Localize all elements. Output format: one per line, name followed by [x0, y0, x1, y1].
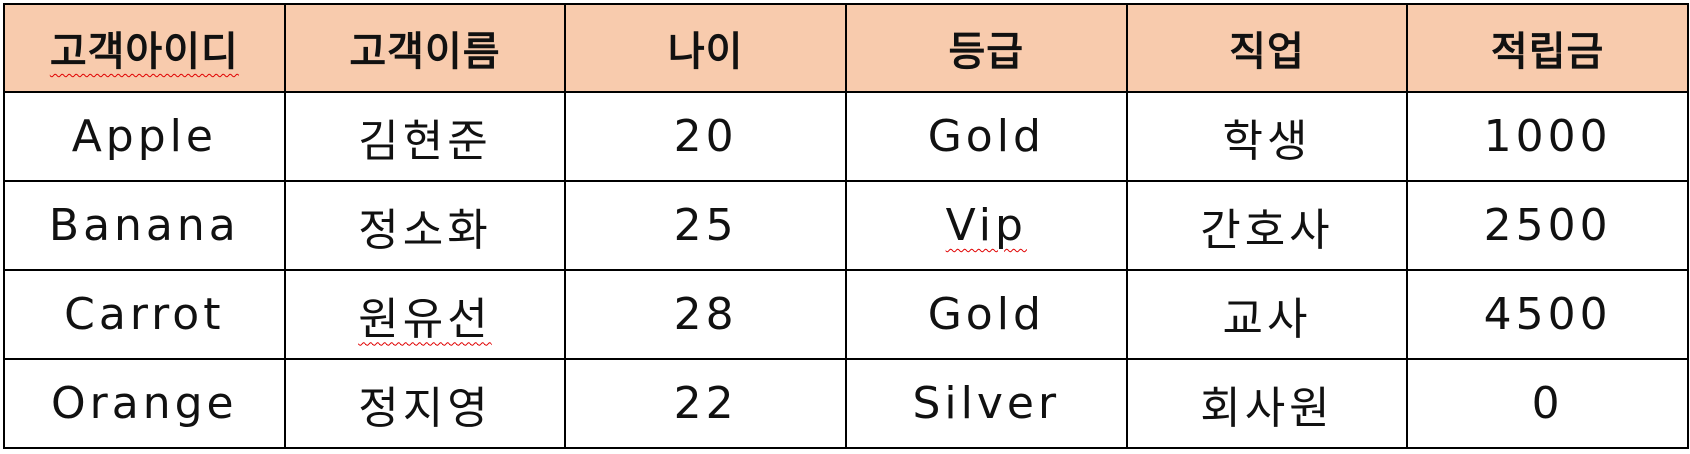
- table-cell[interactable]: Carrot: [3, 269, 286, 360]
- table-cell[interactable]: 20: [564, 91, 847, 182]
- table-cell[interactable]: 정소화: [283, 180, 567, 271]
- table-cell[interactable]: 교사: [1125, 269, 1409, 360]
- customer-table: 고객아이디 고객이름 나이 등급 직업 적립금 Apple 김현준 20 Gol…: [3, 3, 1689, 449]
- table-cell[interactable]: Gold: [844, 269, 1128, 360]
- header-label-grade: 등급: [948, 29, 1025, 75]
- header-label-points: 적립금: [1490, 29, 1605, 75]
- table-cell[interactable]: 정지영: [283, 358, 567, 449]
- table-cell[interactable]: Orange: [3, 358, 286, 449]
- customer-table-container: 고객아이디 고객이름 나이 등급 직업 적립금 Apple 김현준 20 Gol…: [3, 3, 1689, 449]
- table-cell[interactable]: 김현준: [283, 91, 567, 182]
- table-cell[interactable]: 1000: [1406, 91, 1689, 182]
- header-label-customer-name: 고객이름: [349, 29, 501, 75]
- table-cell[interactable]: Vip: [844, 180, 1128, 271]
- header-label-customer-id: 고객아이디: [49, 29, 239, 75]
- table-cell[interactable]: 28: [564, 269, 847, 360]
- table-cell[interactable]: 4500: [1406, 269, 1689, 360]
- table-cell[interactable]: 22: [564, 358, 847, 449]
- table-row: Banana 정소화 25 Vip 간호사 2500: [3, 180, 1689, 271]
- table-cell[interactable]: 회사원: [1125, 358, 1409, 449]
- table-row: Carrot 원유선 28 Gold 교사 4500: [3, 269, 1689, 360]
- header-label-job: 직업: [1229, 29, 1305, 75]
- header-cell[interactable]: 고객아이디: [3, 3, 286, 93]
- table-cell[interactable]: 25: [564, 180, 847, 271]
- table-cell[interactable]: Banana: [3, 180, 286, 271]
- table-header-row: 고객아이디 고객이름 나이 등급 직업 적립금: [3, 3, 1689, 93]
- header-cell[interactable]: 고객이름: [283, 3, 567, 93]
- header-cell[interactable]: 직업: [1125, 3, 1409, 93]
- header-cell[interactable]: 나이: [564, 3, 847, 93]
- table-row: Orange 정지영 22 Silver 회사원 0: [3, 358, 1689, 449]
- header-cell[interactable]: 적립금: [1406, 3, 1689, 93]
- table-cell[interactable]: 원유선: [283, 269, 567, 360]
- cell-text: Vip: [945, 200, 1027, 251]
- table-cell[interactable]: 0: [1406, 358, 1689, 449]
- table-cell[interactable]: 간호사: [1125, 180, 1409, 271]
- header-label-age: 나이: [667, 29, 744, 75]
- header-cell[interactable]: 등급: [844, 3, 1128, 93]
- table-cell[interactable]: 2500: [1406, 180, 1689, 271]
- table-cell[interactable]: Silver: [844, 358, 1128, 449]
- table-row: Apple 김현준 20 Gold 학생 1000: [3, 91, 1689, 182]
- table-cell[interactable]: Gold: [844, 91, 1128, 182]
- table-cell[interactable]: 학생: [1125, 91, 1409, 182]
- cell-text: 원유선: [358, 293, 492, 345]
- table-cell[interactable]: Apple: [3, 91, 286, 182]
